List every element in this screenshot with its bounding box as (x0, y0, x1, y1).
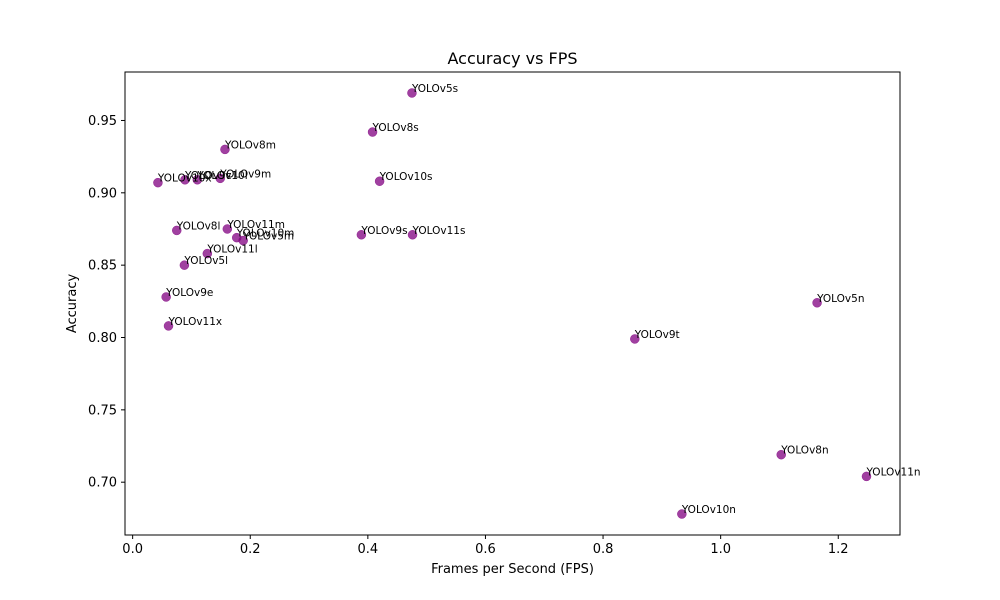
data-point (179, 260, 190, 270)
point-label: YOLOv8m (224, 139, 276, 151)
x-axis: 0.0 0.2 0.4 0.6 0.8 1.0 1.2 (122, 535, 849, 557)
data-point (202, 248, 213, 259)
y-tick-label: 0.80 (88, 331, 117, 346)
point-label: YOLOv11l (206, 244, 257, 256)
point-label: YOLOv11n (865, 466, 920, 478)
point-label: YOLOv9t (634, 329, 680, 341)
x-axis-title: Frames per Second (FPS) (431, 562, 594, 577)
data-point (163, 321, 174, 331)
data-point (180, 175, 190, 185)
chart-title: Accuracy vs FPS (447, 49, 577, 68)
x-tick-label: 0.2 (240, 542, 261, 557)
point-label: YOLOv10m (236, 228, 295, 240)
point-label: YOLOv8n (780, 445, 828, 457)
y-axis: 0.70 0.75 0.80 0.85 0.90 0.95 (88, 114, 125, 491)
point-label: YOLOv9e (165, 287, 213, 299)
point-label: YOLOv9c (184, 170, 232, 182)
data-point (220, 144, 230, 155)
data-point (356, 230, 367, 240)
point-label: YOLOv5n (816, 293, 864, 305)
y-tick-label: 0.90 (88, 186, 117, 201)
data-point (215, 173, 226, 184)
data-point (677, 509, 687, 519)
x-tick-label: 0.4 (358, 542, 379, 557)
data-point (153, 177, 163, 188)
y-tick-label: 0.70 (88, 476, 117, 491)
x-tick-label: 1.0 (710, 542, 731, 557)
data-point (407, 230, 418, 240)
data-point (776, 449, 786, 460)
point-label: YOLOv11x (168, 316, 223, 328)
x-tick-label: 0.0 (122, 542, 143, 557)
data-point (192, 175, 203, 185)
point-label: YOLOv11s (412, 225, 466, 237)
point-label: YOLOv10l (196, 170, 247, 182)
data-point (222, 224, 233, 234)
x-tick-label: 1.2 (828, 542, 849, 557)
y-tick-label: 0.95 (88, 114, 117, 129)
data-point (161, 292, 171, 302)
point-label: YOLOv9s (360, 225, 407, 237)
x-tick-label: 0.6 (475, 542, 496, 557)
y-axis-title: Accuracy (65, 274, 80, 334)
y-tick-label: 0.85 (88, 259, 117, 274)
point-labels-layer: YOLOv5sYOLOv8sYOLOv8mYOLOv10sYOLOv9mYOLO… (157, 83, 921, 516)
point-label: YOLOv5s (411, 83, 458, 95)
data-point (367, 127, 378, 137)
data-point (374, 176, 385, 186)
point-label: YOLOv10s (379, 171, 433, 183)
point-label: YOLOv8l (176, 220, 221, 232)
y-tick-label: 0.75 (88, 403, 117, 418)
data-point (630, 334, 640, 344)
data-point (238, 235, 248, 246)
points-layer (153, 88, 872, 519)
point-label: YOLOv5l (183, 255, 228, 267)
data-point (861, 471, 872, 482)
point-label: YOLOv8s (372, 122, 419, 134)
point-label: YOLOv10x (157, 173, 212, 185)
data-point (407, 88, 417, 98)
plot-area-frame (124, 71, 901, 536)
data-point (812, 298, 822, 308)
point-label: YOLOv5m (242, 231, 294, 243)
data-point (171, 225, 182, 236)
point-label: YOLOv11m (226, 219, 285, 231)
x-tick-label: 0.8 (593, 542, 614, 557)
point-label: YOLOv9m (219, 168, 271, 180)
point-label: YOLOv10n (681, 504, 736, 516)
